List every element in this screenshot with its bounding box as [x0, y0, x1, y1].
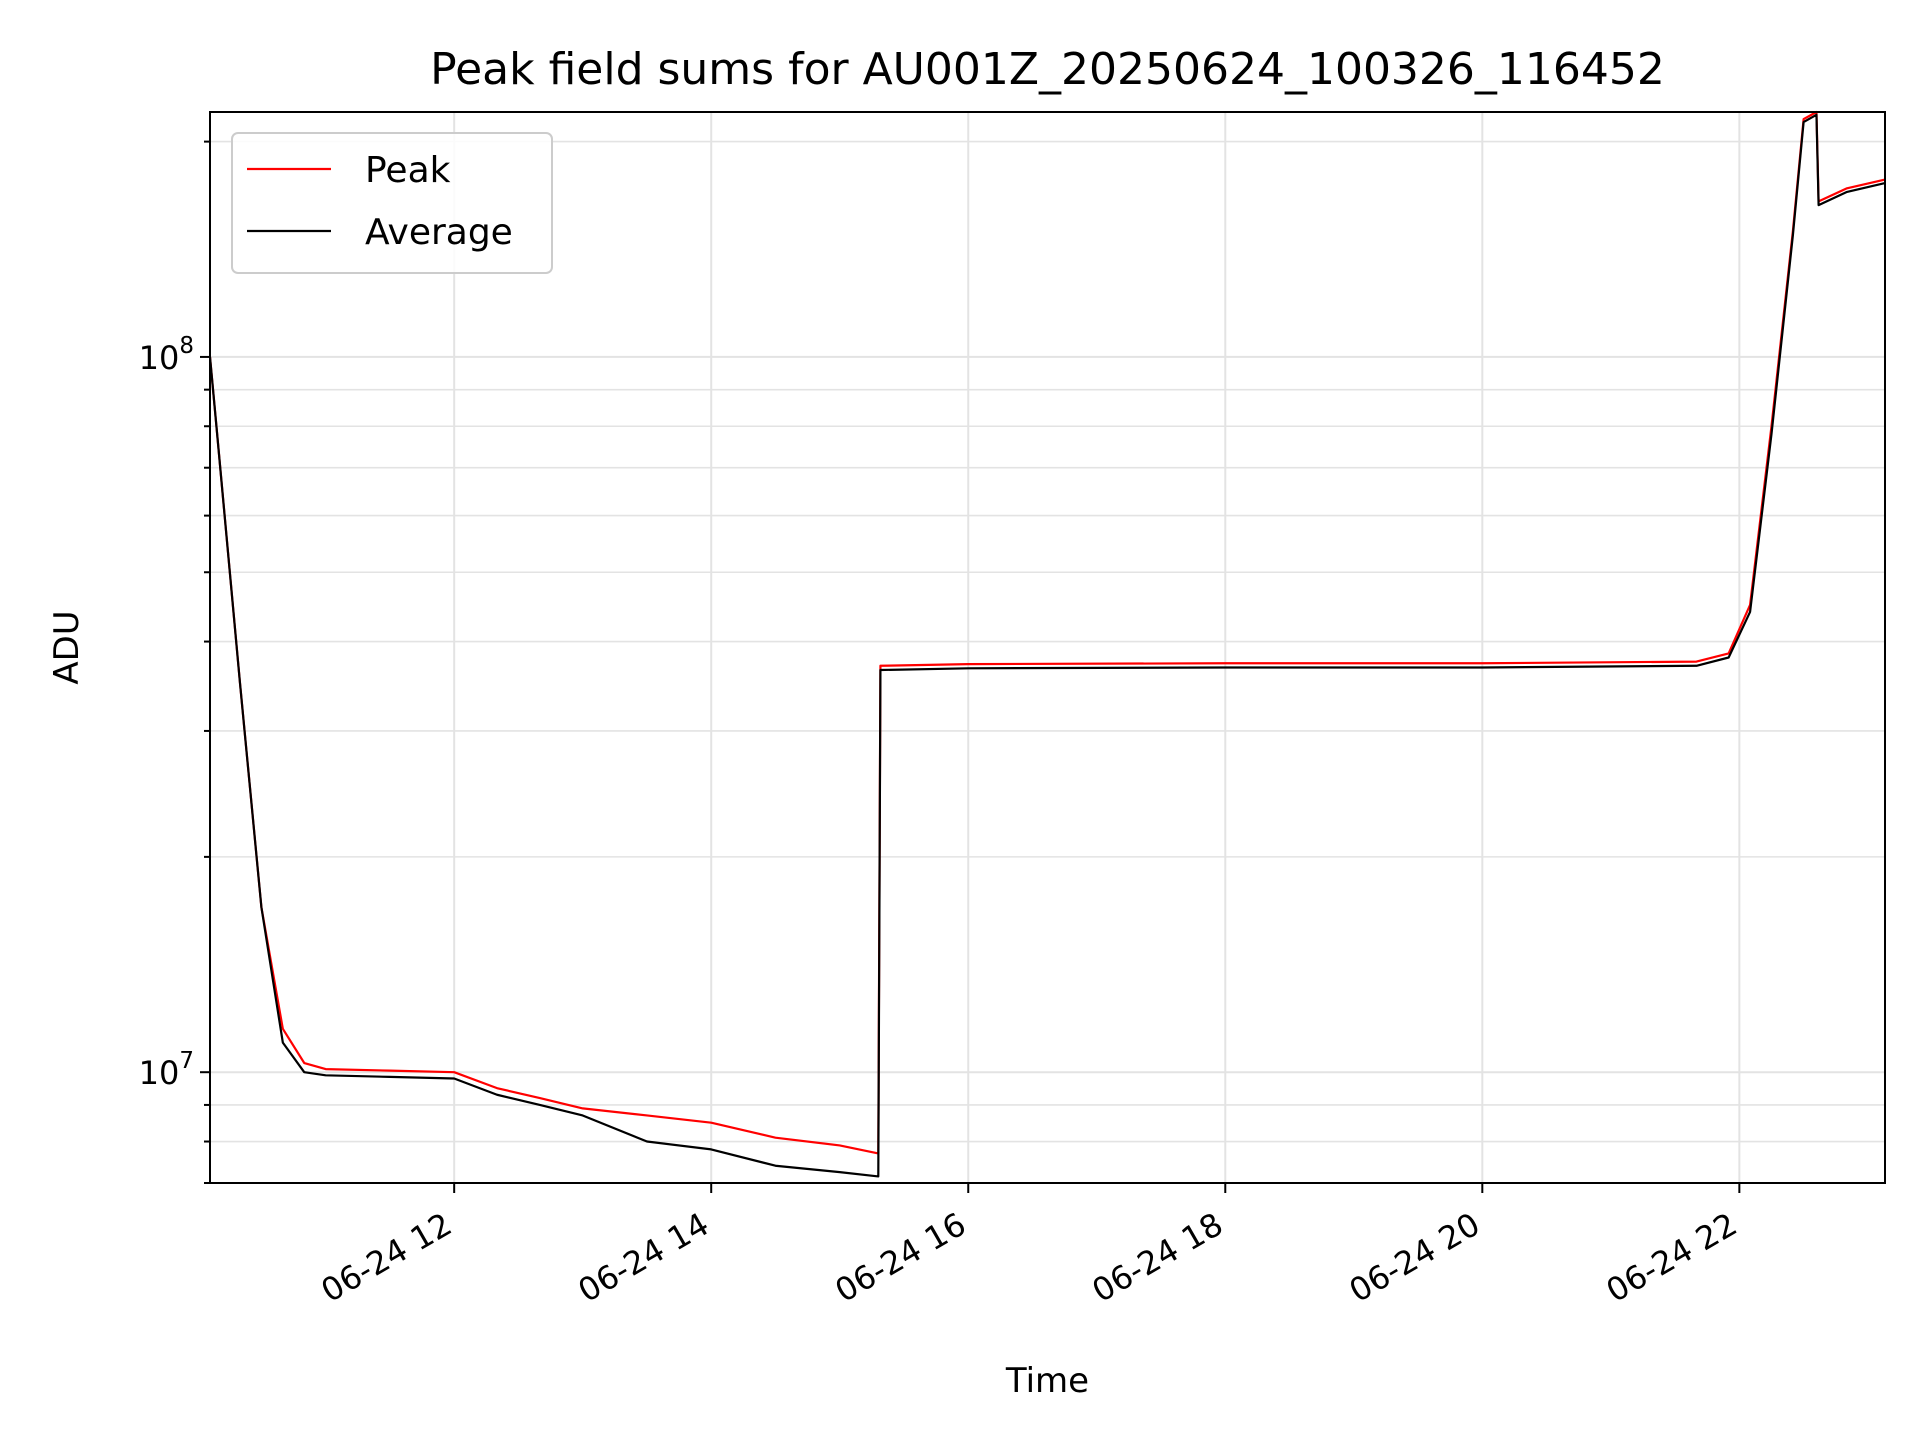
- y-tick-label: 108: [139, 333, 194, 377]
- series-layer: [208, 110, 1886, 1178]
- grid: [210, 112, 1885, 1184]
- legend: Peak Average: [231, 132, 553, 274]
- chart-title: Peak field sums for AU001Z_20250624_1003…: [430, 44, 1665, 95]
- plot-frame: [209, 111, 1886, 1184]
- legend-label: Average: [365, 212, 513, 253]
- y-tick-label: 107: [139, 1048, 194, 1092]
- series-line-average: [208, 113, 1886, 1178]
- x-axis-label: Time: [1005, 1361, 1089, 1401]
- legend-label: Peak: [365, 150, 451, 191]
- y-axis-label: ADU: [47, 610, 87, 684]
